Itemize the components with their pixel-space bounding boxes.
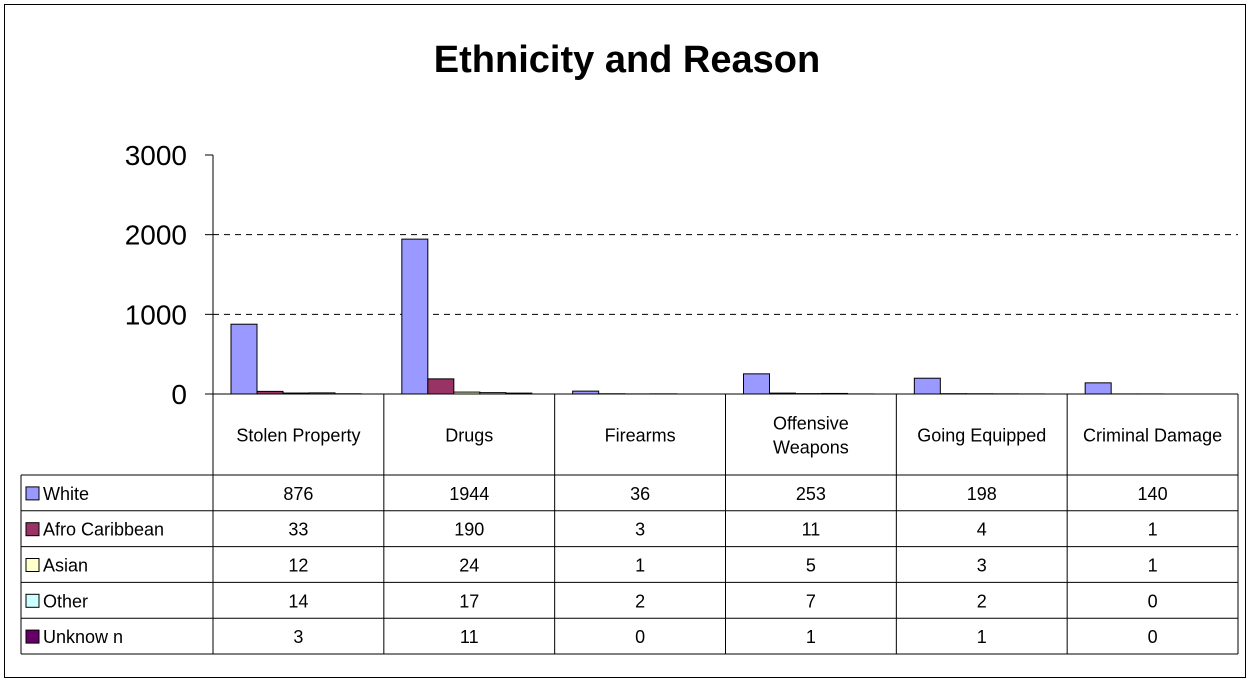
- table-cell-value: 1: [1148, 520, 1158, 540]
- y-tick-label: 0: [171, 379, 187, 410]
- table-cell-value: 3: [977, 556, 987, 576]
- table-cell-value: 190: [454, 520, 484, 540]
- bar: [913, 377, 941, 395]
- category-label: Offensive Weapons: [773, 414, 849, 458]
- table-cell-value: 140: [1138, 484, 1168, 504]
- legend-key: [25, 486, 40, 501]
- category-label: Criminal Damage: [1083, 426, 1222, 446]
- bar: [743, 373, 770, 395]
- table-cell-value: 0: [635, 627, 645, 647]
- table-cell-value: 11: [460, 627, 479, 647]
- table-cell-value: 2: [977, 591, 987, 611]
- table-cell-value: 3: [635, 520, 645, 540]
- legend-key: [25, 522, 40, 537]
- table-cell-value: 0: [1148, 591, 1158, 611]
- legend-key: [25, 629, 40, 644]
- table-cell-value: 5: [806, 556, 816, 576]
- table-cell-value: 12: [288, 556, 308, 576]
- table-cell-value: 2: [635, 591, 645, 611]
- category-label: Stolen Property: [236, 426, 360, 446]
- category-label: Going Equipped: [917, 426, 1046, 446]
- table-cell-value: 1: [806, 627, 816, 647]
- table-cell-value: 4: [977, 520, 987, 540]
- table-cell-value: 3: [293, 627, 303, 647]
- table-cell-value: 7: [806, 591, 816, 611]
- bar: [427, 378, 455, 395]
- legend-label: Unknow n: [43, 627, 123, 647]
- bar: [1084, 382, 1112, 395]
- table-cell-value: 1: [635, 556, 645, 576]
- legend-label: White: [43, 484, 89, 504]
- table-cell-value: 36: [630, 484, 650, 504]
- y-tick-label: 2000: [125, 220, 187, 251]
- category-label: Firearms: [605, 426, 676, 446]
- legend-key: [25, 558, 40, 572]
- table-cell-value: 876: [283, 484, 313, 504]
- legend-label: Asian: [43, 556, 88, 576]
- table-cell-value: 1: [977, 627, 987, 647]
- table-cell-value: 24: [459, 556, 479, 576]
- table-cell-value: 253: [796, 484, 826, 504]
- table-cell-value: 33: [288, 520, 308, 540]
- table-cell-value: 1: [1148, 556, 1158, 576]
- y-tick-label: 1000: [125, 299, 187, 330]
- legend-key: [25, 593, 40, 608]
- table-cell-value: 14: [288, 591, 308, 611]
- legend-label: Other: [43, 591, 88, 611]
- table-cell-value: 198: [967, 484, 997, 504]
- table-cell-value: 11: [802, 520, 821, 540]
- chart-frame: [4, 4, 1246, 678]
- legend-label: Afro Caribbean: [43, 520, 164, 540]
- table-cell-value: 1944: [449, 484, 489, 504]
- category-label: Drugs: [445, 426, 493, 446]
- table-cell-value: 0: [1148, 627, 1158, 647]
- y-tick-label: 3000: [125, 140, 187, 171]
- bar: [230, 323, 258, 395]
- bar: [401, 238, 429, 395]
- table-cell-value: 17: [459, 591, 479, 611]
- chart-title: Ethnicity and Reason: [434, 39, 820, 81]
